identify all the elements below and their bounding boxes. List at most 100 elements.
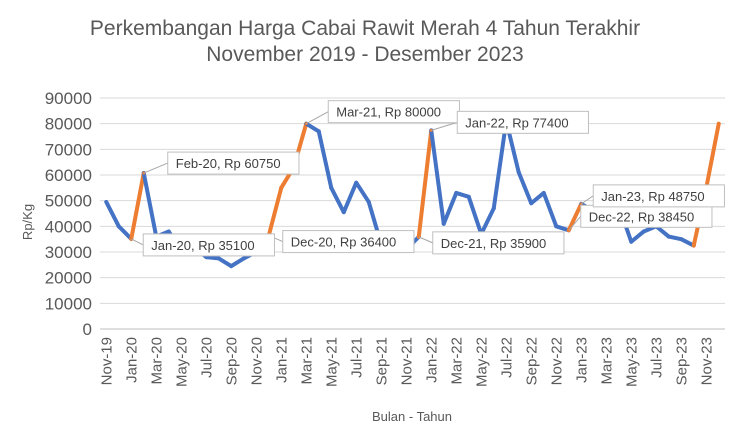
data-point xyxy=(329,186,333,190)
x-tick-label: May-21 xyxy=(323,337,340,387)
data-point xyxy=(679,237,683,241)
x-tick-label: Sep-20 xyxy=(223,337,240,385)
x-tick-label: Jan-23 xyxy=(573,337,590,383)
x-axis-ticks: Nov-19 Jan-20 Mar-20 May-20 Jul-20 Sep-20 Nov-… xyxy=(98,337,715,387)
x-tick-label: Jan-22 xyxy=(423,337,440,383)
line-segment xyxy=(479,206,496,237)
line-segment xyxy=(429,128,446,226)
line-segment-highlight xyxy=(416,128,434,239)
x-tick-label: Jul-22 xyxy=(498,337,515,378)
y-tick-label: 20000 xyxy=(45,269,92,288)
x-axis-label: Bulan - Tahun xyxy=(372,409,452,424)
annotation-leader xyxy=(568,215,582,231)
y-tick-label: 90000 xyxy=(45,89,92,108)
line-segment xyxy=(341,180,359,215)
data-point xyxy=(517,170,521,174)
line-segment xyxy=(329,185,346,215)
data-point xyxy=(117,224,121,228)
x-tick-label: May-23 xyxy=(623,337,640,387)
data-point xyxy=(542,191,546,195)
line-segment xyxy=(629,229,646,244)
annotation-leader xyxy=(431,121,458,131)
x-tick-label: Sep-22 xyxy=(523,337,540,385)
y-tick-label: 0 xyxy=(83,320,92,339)
annotation-box xyxy=(282,230,415,254)
line-segment xyxy=(216,256,234,269)
data-point xyxy=(317,129,321,133)
line-segment xyxy=(654,224,671,239)
annotation-leader xyxy=(143,162,168,174)
annotation-box xyxy=(142,233,275,257)
annotation-box xyxy=(592,184,725,208)
line-segment xyxy=(454,190,471,199)
chart-title: Perkembangan Harga Cabai Rawit Merah 4 T… xyxy=(0,16,730,68)
data-point xyxy=(629,240,633,244)
y-tick-label: 70000 xyxy=(45,140,92,159)
x-tick-label: Nov-20 xyxy=(248,337,265,385)
annotation-box xyxy=(167,151,300,175)
line-segment xyxy=(116,224,134,241)
x-tick-label: Mar-20 xyxy=(148,337,165,385)
x-tick-label: Jul-21 xyxy=(348,337,365,378)
annotation-label: Mar-21, Rp 80000 xyxy=(336,105,441,120)
annotation-leader xyxy=(418,236,433,244)
data-point xyxy=(229,264,233,268)
data-point xyxy=(242,256,246,260)
data-point xyxy=(354,181,358,185)
annotation-leader xyxy=(131,238,144,246)
gridlines xyxy=(100,97,725,330)
x-tick-label: Sep-23 xyxy=(673,337,690,385)
annotations: Jan-20, Rp 35100 Feb-20, Rp 60750 Dec-20, … xyxy=(142,100,725,257)
annotation-label: Dec-20, Rp 36400 xyxy=(291,235,397,250)
line-segment xyxy=(229,256,246,269)
y-tick-label: 80000 xyxy=(45,115,92,134)
x-tick-label: Nov-21 xyxy=(398,337,415,385)
x-tick-label: Nov-22 xyxy=(548,337,565,385)
annotation-label: Feb-20, Rp 60750 xyxy=(176,156,281,171)
data-point xyxy=(279,186,283,190)
data-point xyxy=(442,222,446,226)
data-point xyxy=(454,191,458,195)
data-point xyxy=(554,224,558,228)
line-segment xyxy=(679,237,696,248)
x-tick-label: Jan-21 xyxy=(273,337,290,383)
line-segment xyxy=(354,180,371,204)
y-tick-label: 40000 xyxy=(45,217,92,236)
data-point xyxy=(642,229,646,233)
line-segment xyxy=(316,129,334,190)
line-segment xyxy=(516,170,534,206)
x-tick-label: Mar-21 xyxy=(298,337,315,385)
data-point xyxy=(367,200,371,204)
line-segment-highlight xyxy=(266,185,284,238)
x-tick-label: Nov-23 xyxy=(698,337,715,385)
line-segment xyxy=(554,224,571,233)
data-point xyxy=(342,210,346,214)
annotation-label: Jan-22, Rp 77400 xyxy=(465,115,568,130)
line-segment xyxy=(441,190,459,226)
y-tick-label: 50000 xyxy=(45,192,92,211)
y-tick-label: 30000 xyxy=(45,243,92,262)
annotation-label: Jan-23, Rp 48750 xyxy=(601,189,704,204)
data-point xyxy=(492,206,496,210)
x-tick-label: Jul-20 xyxy=(198,337,215,378)
data-point xyxy=(467,195,471,199)
annotation-label: Dec-21, Rp 35900 xyxy=(441,236,547,251)
line-segment xyxy=(204,255,221,261)
line-segment xyxy=(304,121,321,134)
data-point xyxy=(667,235,671,239)
chart-title-line1: Perkembangan Harga Cabai Rawit Merah 4 T… xyxy=(89,17,641,40)
annotation-leader xyxy=(580,195,594,205)
x-tick-label: Jan-20 xyxy=(123,337,140,383)
line-segment xyxy=(141,171,159,239)
x-tick-label: Nov-19 xyxy=(98,337,115,385)
x-tick-label: Mar-23 xyxy=(598,337,615,385)
line-segment xyxy=(466,194,484,237)
annotation-leader xyxy=(306,111,329,125)
x-tick-label: Sep-21 xyxy=(373,337,390,385)
y-axis-ticks: 0 10000 20000 30000 40000 50000 60000 70000 8000… xyxy=(45,89,92,339)
data-point xyxy=(529,201,533,205)
y-axis-label: Rp/Kg xyxy=(20,204,35,240)
y-tick-label: 10000 xyxy=(45,294,92,313)
line-segment xyxy=(529,190,546,206)
